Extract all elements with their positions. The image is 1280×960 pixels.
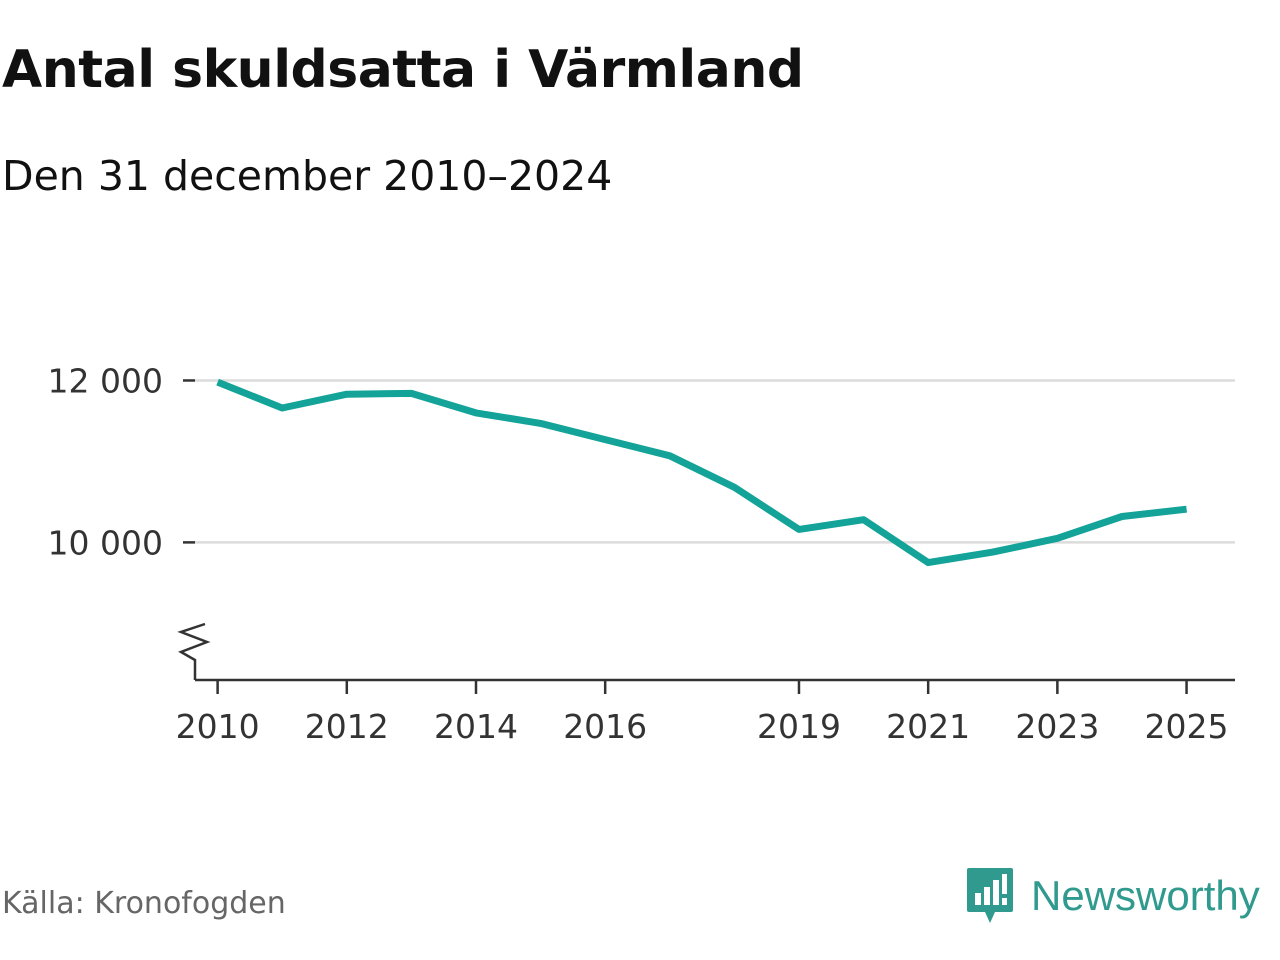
source-note: Källa: Kronofogden (2, 886, 286, 921)
x-tick-label: 2021 (886, 707, 970, 746)
brand-name: Newsworthy (1031, 872, 1260, 919)
series-line (216, 378, 1187, 567)
series-layer (216, 378, 1187, 567)
y-tick-label: 12 000 (48, 361, 163, 400)
chart-title: Antal skuldsatta i Värmland (2, 40, 804, 100)
x-tick-label: 2023 (1015, 707, 1099, 746)
grid-lines (195, 379, 1235, 544)
x-tick-label: 2014 (434, 707, 518, 746)
tick-labels: 10 000 12 000 2010 2012 2014 2016 2019 2021 2023… (48, 361, 1229, 746)
chart-subtitle: Den 31 december 2010–2024 (2, 152, 613, 200)
brand-logo: Newsworthy (965, 866, 1260, 926)
x-tick-label: 2010 (176, 707, 260, 746)
x-axis (177, 379, 1235, 694)
axis-break-icon (177, 622, 211, 670)
x-tick-label: 2012 (305, 707, 389, 746)
x-tick-label: 2025 (1145, 707, 1229, 746)
x-tick-label: 2019 (757, 707, 841, 746)
x-tick-label: 2016 (563, 707, 647, 746)
y-tick-label: 10 000 (48, 523, 163, 562)
bar-chart-badge-icon (967, 868, 1013, 923)
